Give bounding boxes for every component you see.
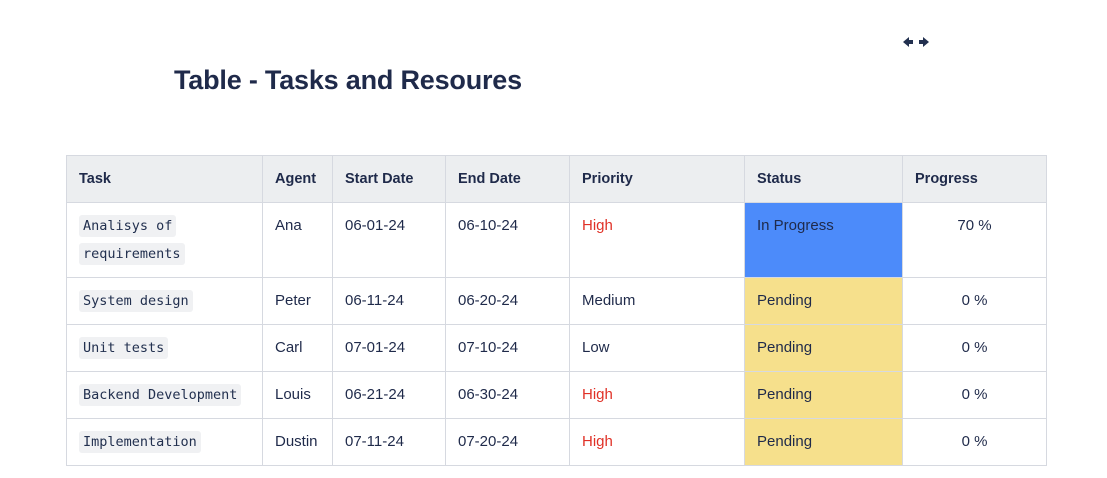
task-code-text: Implementation	[67, 419, 262, 465]
cell-end-date-text: 07-20-24	[458, 433, 519, 450]
column-header-end[interactable]: End Date	[445, 155, 570, 203]
task-code-line: Backend Development	[79, 384, 242, 406]
cell-priority[interactable]: High	[569, 371, 745, 419]
cell-agent-text: Peter	[275, 292, 311, 309]
cell-end-date-text: 06-30-24	[458, 386, 519, 403]
cell-agent[interactable]: Carl	[262, 324, 333, 372]
cell-agent-text: Louis	[275, 386, 311, 403]
cell-start-date[interactable]: 06-11-24	[332, 277, 446, 325]
cell-agent[interactable]: Peter	[262, 277, 333, 325]
cell-end-date[interactable]: 06-30-24	[445, 371, 570, 419]
table-row[interactable]: Implementation Dustin 07-11-24 07-20-24 High…	[66, 418, 1047, 466]
cell-task[interactable]: Implementation	[66, 418, 263, 466]
cell-end-date[interactable]: 06-10-24	[445, 202, 570, 278]
cell-priority[interactable]: High	[569, 418, 745, 466]
task-code-line: Implementation	[79, 431, 201, 453]
cell-priority[interactable]: Low	[569, 324, 745, 372]
cell-end-date-text: 07-10-24	[458, 339, 519, 356]
cell-start-date-text: 06-01-24	[345, 217, 406, 234]
cell-progress[interactable]: 0 %	[902, 371, 1047, 419]
cell-task[interactable]: Unit tests	[66, 324, 263, 372]
cell-priority[interactable]: High	[569, 202, 745, 278]
table-body: Analisys of requirements Ana 06-01-24 06-10-…	[66, 202, 1047, 466]
tasks-table-container: Task Agent Start Date End Date Priority …	[66, 155, 1047, 466]
status-badge: In Progress	[745, 203, 902, 277]
task-code-line: requirements	[79, 243, 185, 265]
cell-status[interactable]: Pending	[744, 371, 903, 419]
cell-end-date-text: 06-20-24	[458, 292, 519, 309]
cell-agent-text: Carl	[275, 339, 303, 356]
column-header-progress[interactable]: Progress	[902, 155, 1047, 203]
cell-agent[interactable]: Dustin	[262, 418, 333, 466]
status-badge: Pending	[745, 278, 902, 324]
task-code-line: System design	[79, 290, 193, 312]
table-row[interactable]: Analisys of requirements Ana 06-01-24 06-10-…	[66, 202, 1047, 278]
progress-value: 0 %	[961, 339, 988, 356]
cell-start-date-text: 06-21-24	[345, 386, 406, 403]
progress-value: 70 %	[957, 217, 992, 234]
cell-status[interactable]: Pending	[744, 418, 903, 466]
cell-progress[interactable]: 0 %	[902, 418, 1047, 466]
column-header-agent[interactable]: Agent	[262, 155, 333, 203]
table-header: Task Agent Start Date End Date Priority …	[66, 155, 1047, 203]
horizontal-resize-handle[interactable]	[903, 33, 929, 51]
priority-label: High	[582, 433, 613, 450]
cell-end-date-text: 06-10-24	[458, 217, 519, 234]
priority-label: High	[582, 217, 613, 234]
table-row[interactable]: Unit tests Carl 07-01-24 07-10-24 Low Pending…	[66, 324, 1047, 372]
cell-start-date-text: 07-01-24	[345, 339, 406, 356]
cell-status[interactable]: In Progress	[744, 202, 903, 278]
column-header-start[interactable]: Start Date	[332, 155, 446, 203]
status-badge: Pending	[745, 325, 902, 371]
table-row[interactable]: System design Peter 06-11-24 06-20-24 Medium…	[66, 277, 1047, 325]
cell-agent-text: Ana	[275, 217, 302, 234]
priority-label: Low	[582, 339, 610, 356]
progress-value: 0 %	[961, 433, 988, 450]
task-code-line: Analisys of	[79, 215, 177, 237]
task-code-line: Unit tests	[79, 337, 169, 359]
cell-start-date-text: 07-11-24	[345, 433, 404, 450]
cell-end-date[interactable]: 07-20-24	[445, 418, 570, 466]
cell-end-date[interactable]: 06-20-24	[445, 277, 570, 325]
cell-start-date[interactable]: 07-11-24	[332, 418, 446, 466]
table-header-row: Task Agent Start Date End Date Priority …	[66, 155, 1047, 203]
task-code-text: Analisys of requirements	[67, 203, 262, 277]
column-header-priority[interactable]: Priority	[569, 155, 745, 203]
cell-start-date[interactable]: 06-21-24	[332, 371, 446, 419]
table-row[interactable]: Backend Development Louis 06-21-24 06-30-24…	[66, 371, 1047, 419]
status-badge: Pending	[745, 419, 902, 465]
column-header-task[interactable]: Task	[66, 155, 263, 203]
task-code-text: Unit tests	[67, 325, 262, 371]
cell-agent[interactable]: Louis	[262, 371, 333, 419]
progress-value: 0 %	[961, 292, 988, 309]
cell-agent[interactable]: Ana	[262, 202, 333, 278]
cell-priority[interactable]: Medium	[569, 277, 745, 325]
cell-task[interactable]: System design	[66, 277, 263, 325]
arrow-left-icon	[903, 37, 913, 47]
task-code-text: Backend Development	[67, 372, 262, 418]
cell-start-date[interactable]: 07-01-24	[332, 324, 446, 372]
status-badge: Pending	[745, 372, 902, 418]
priority-label: Medium	[582, 292, 636, 309]
cell-status[interactable]: Pending	[744, 277, 903, 325]
cell-task[interactable]: Analisys of requirements	[66, 202, 263, 278]
cell-progress[interactable]: 70 %	[902, 202, 1047, 278]
cell-progress[interactable]: 0 %	[902, 277, 1047, 325]
cell-progress[interactable]: 0 %	[902, 324, 1047, 372]
cell-start-date[interactable]: 06-01-24	[332, 202, 446, 278]
cell-start-date-text: 06-11-24	[345, 292, 404, 309]
cell-end-date[interactable]: 07-10-24	[445, 324, 570, 372]
arrow-right-icon	[919, 37, 929, 47]
cell-status[interactable]: Pending	[744, 324, 903, 372]
cell-task[interactable]: Backend Development	[66, 371, 263, 419]
column-header-status[interactable]: Status	[744, 155, 903, 203]
tasks-table: Task Agent Start Date End Date Priority …	[66, 155, 1047, 466]
priority-label: High	[582, 386, 613, 403]
page-title: Table - Tasks and Resoures	[174, 65, 522, 95]
progress-value: 0 %	[961, 386, 988, 403]
task-code-text: System design	[67, 278, 262, 324]
cell-agent-text: Dustin	[275, 433, 318, 450]
